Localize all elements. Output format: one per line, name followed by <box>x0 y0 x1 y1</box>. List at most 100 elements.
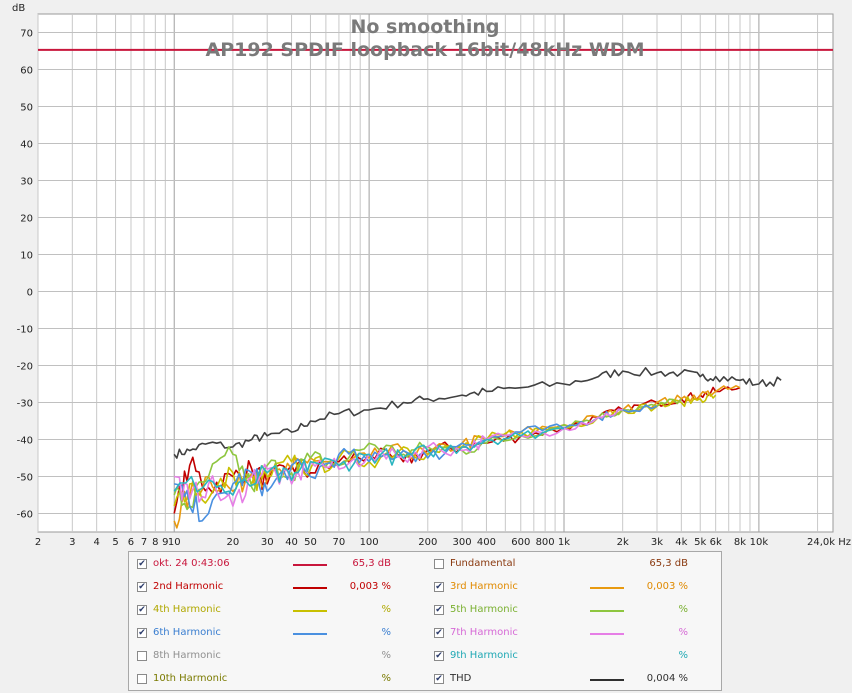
legend-swatch <box>293 633 327 635</box>
legend-checkbox[interactable]: ✔ <box>137 605 147 615</box>
series-line-h7 <box>174 408 623 507</box>
legend-item: ✔ 5th Harmonic% <box>426 600 723 622</box>
series-line-h9 <box>173 427 565 496</box>
x-tick-label: 2 <box>35 537 41 548</box>
x-tick-label: 40 <box>285 537 298 548</box>
y-axis-ticks: 70 60 50 40 30 20 10 0 -10 -20 -30 -40 -50 -60 <box>17 29 33 521</box>
x-tick-label: 1k <box>558 537 570 548</box>
legend-item: ✔ 6th Harmonic% <box>129 623 426 645</box>
legend-row: ✔ 6th Harmonic% ✔ 7th Harmonic% <box>129 623 721 645</box>
x-axis-ticks: 2 3 4 5 6 7 8 9 10 20 30 40 50 70 100 200 300 400 600 800 1k… <box>35 537 851 548</box>
chart-subtitle: AP192 SPDIF loopback 16bit/48kHz WDM <box>206 39 645 61</box>
legend-name: THD <box>450 673 472 684</box>
legend-checkbox[interactable]: ✔ <box>137 582 147 592</box>
legend-checkbox[interactable]: ✔ <box>137 559 147 569</box>
x-tick-label: 100 <box>360 537 379 548</box>
legend-row: 8th Harmonic% ✔ 9th Harmonic% <box>129 646 721 668</box>
legend-name: Fundamental <box>450 558 516 569</box>
legend-checkbox[interactable]: ✔ <box>434 582 444 592</box>
x-tick-label: 24,0k Hz <box>807 537 851 548</box>
legend-item: ✔ THD 0,004 % <box>426 669 723 691</box>
legend-swatch <box>590 610 624 612</box>
grid <box>37 14 833 532</box>
legend-checkbox[interactable]: ✔ <box>434 605 444 615</box>
y-tick-label: -60 <box>17 510 33 521</box>
x-tick-label: 8 <box>152 537 158 548</box>
legend-name: 9th Harmonic <box>450 650 518 661</box>
legend-checkbox[interactable] <box>434 559 444 569</box>
legend-item: 8th Harmonic% <box>129 646 426 668</box>
x-tick-label: 30 <box>261 537 274 548</box>
legend-value: 0,003 % <box>646 581 688 592</box>
y-tick-label: 40 <box>20 140 33 151</box>
legend-item: ✔ 2nd Harmonic 0,003 % <box>129 577 426 599</box>
legend-value: 0,003 % <box>349 581 391 592</box>
legend-item: ✔ 4th Harmonic% <box>129 600 426 622</box>
x-tick-label: 20 <box>227 537 240 548</box>
x-tick-label: 4 <box>93 537 99 548</box>
legend-checkbox[interactable]: ✔ <box>137 628 147 638</box>
x-tick-label: 10 <box>168 537 181 548</box>
legend-checkbox[interactable]: ✔ <box>434 651 444 661</box>
legend-name: 6th Harmonic <box>153 627 221 638</box>
legend-checkbox[interactable] <box>137 674 147 684</box>
legend-item: ✔ 3rd Harmonic 0,003 % <box>426 577 723 599</box>
y-tick-label: -40 <box>17 436 33 447</box>
legend-value: % <box>381 604 391 615</box>
legend-value: % <box>678 650 688 661</box>
legend-checkbox[interactable]: ✔ <box>434 674 444 684</box>
x-tick-label: 3k <box>651 537 663 548</box>
y-axis-label: dB <box>12 3 25 14</box>
x-tick-label: 5 <box>112 537 118 548</box>
legend-name: 2nd Harmonic <box>153 581 224 592</box>
x-tick-label: 600 <box>511 537 530 548</box>
y-tick-label: 50 <box>20 103 33 114</box>
y-tick-label: 0 <box>27 288 33 299</box>
check-mark-icon: ✔ <box>138 605 146 615</box>
legend-checkbox[interactable]: ✔ <box>434 628 444 638</box>
x-tick-label: 7 <box>141 537 147 548</box>
chart-title: No smoothing <box>350 16 499 38</box>
legend-name: 3rd Harmonic <box>450 581 518 592</box>
legend-swatch <box>293 587 327 589</box>
legend-row: 10th Harmonic% ✔ THD 0,004 % <box>129 669 721 691</box>
x-tick-label: 8k <box>734 537 746 548</box>
legend-value: % <box>678 627 688 638</box>
x-tick-label: 200 <box>418 537 437 548</box>
x-tick-label: 5k <box>694 537 706 548</box>
legend-row: ✔ 4th Harmonic% ✔ 5th Harmonic% <box>129 600 721 622</box>
y-tick-label: -10 <box>17 325 33 336</box>
series <box>38 48 833 529</box>
legend-value: 0,004 % <box>646 673 688 684</box>
x-tick-label: 300 <box>453 537 472 548</box>
x-tick-label: 50 <box>304 537 317 548</box>
legend-name: 7th Harmonic <box>450 627 518 638</box>
legend-name: 5th Harmonic <box>450 604 518 615</box>
check-mark-icon: ✔ <box>138 628 146 638</box>
legend-swatch <box>293 610 327 612</box>
x-tick-label: 400 <box>477 537 496 548</box>
legend-value: % <box>381 673 391 684</box>
y-tick-label: -50 <box>17 473 33 484</box>
check-mark-icon: ✔ <box>435 605 443 615</box>
legend-value: % <box>678 604 688 615</box>
legend-checkbox[interactable] <box>137 651 147 661</box>
check-mark-icon: ✔ <box>138 582 146 592</box>
x-tick-label: 3 <box>69 537 75 548</box>
x-tick-label: 2k <box>617 537 629 548</box>
legend-name: 10th Harmonic <box>153 673 228 684</box>
x-tick-label: 800 <box>536 537 555 548</box>
x-tick-label: 10k <box>750 537 769 548</box>
legend-swatch <box>590 679 624 681</box>
legend-swatch <box>293 564 327 566</box>
legend-item: ✔ okt. 24 0:43:06 65,3 dB <box>129 554 426 576</box>
legend-name: okt. 24 0:43:06 <box>153 558 230 569</box>
legend-item: 10th Harmonic% <box>129 669 426 691</box>
legend-item: ✔ 7th Harmonic% <box>426 623 723 645</box>
x-tick-label: 4k <box>675 537 687 548</box>
x-tick-label: 6k <box>710 537 722 548</box>
y-tick-label: -20 <box>17 362 33 373</box>
y-tick-label: 30 <box>20 177 33 188</box>
x-tick-label: 70 <box>333 537 346 548</box>
